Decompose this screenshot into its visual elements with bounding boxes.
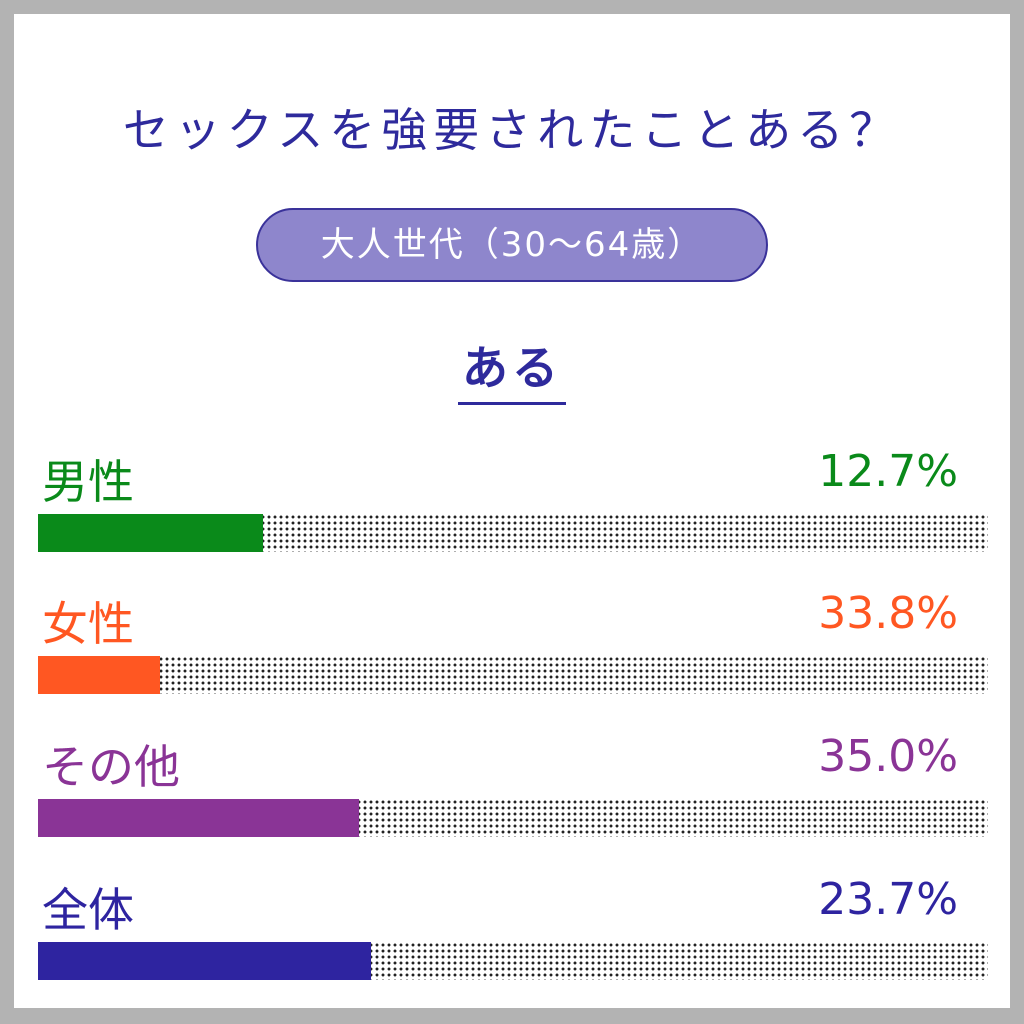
- age-group-badge: 大人世代（30～64歳）: [256, 208, 768, 282]
- answer-label: ある: [458, 332, 566, 405]
- category-label: その他: [42, 740, 180, 794]
- bar-track: [38, 799, 988, 837]
- bar-track: [38, 514, 988, 552]
- bar-row-male: 男性 12.7%: [14, 446, 1010, 576]
- bar-fill: [38, 799, 360, 837]
- answer-heading: ある: [14, 332, 1010, 405]
- value-label: 35.0%: [818, 731, 958, 782]
- bar-row-female: 女性 33.8%: [14, 588, 1010, 718]
- bar-fill: [38, 514, 264, 552]
- chart-title: セックスを強要されたことある？: [122, 103, 902, 157]
- bar-row-total: 全体 23.7%: [14, 874, 1010, 1004]
- bar-row-other: その他 35.0%: [14, 731, 1010, 861]
- category-label: 女性: [42, 597, 134, 651]
- category-label: 男性: [42, 455, 134, 509]
- bar-fill: [38, 942, 372, 980]
- value-label: 33.8%: [818, 588, 958, 639]
- value-label: 23.7%: [818, 874, 958, 925]
- chart-card: セックスを強要されたことある？ 大人世代（30～64歳） ある 男性 12.7%…: [14, 14, 1010, 1008]
- bar-track: [38, 942, 988, 980]
- bar-track: [38, 656, 988, 694]
- value-label: 12.7%: [818, 446, 958, 497]
- category-label: 全体: [42, 883, 134, 937]
- bar-fill: [38, 656, 160, 694]
